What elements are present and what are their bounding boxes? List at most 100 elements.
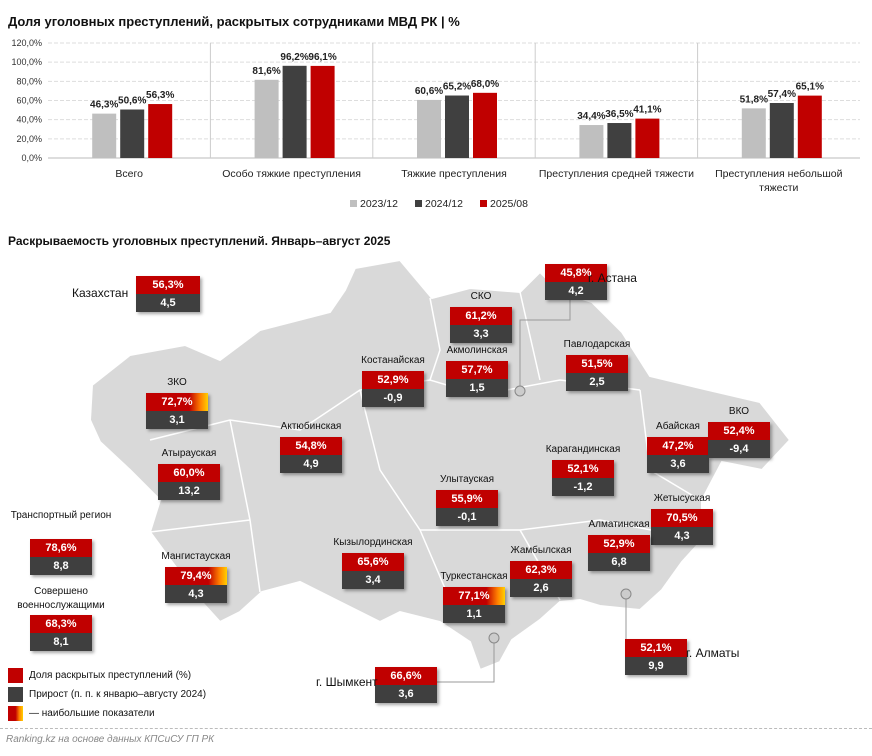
y-tick-label: 80,0%	[16, 76, 42, 86]
bar-value-label: 96,1%	[308, 52, 336, 63]
bar-2025/08	[148, 104, 173, 158]
region-box-almaty: 52,1% 9,9	[625, 639, 687, 675]
category-label: Всего	[115, 168, 143, 180]
legend-label: 2024/12	[425, 198, 463, 210]
bar-value-label: 50,6%	[118, 96, 146, 107]
region-box-zham: 62,3% 2,6	[510, 561, 572, 597]
category-label: Особо тяжкие преступления	[222, 168, 361, 180]
y-tick-label: 120,0%	[11, 38, 42, 48]
region-label-kyz: Кызылординская	[333, 537, 413, 548]
divider	[0, 728, 872, 729]
bar-2023/12	[92, 113, 117, 158]
share-value: 51,5%	[566, 355, 628, 373]
growth-value: 13,2	[158, 482, 220, 500]
region-box-kost: 52,9% -0,9	[362, 371, 424, 407]
share-value: 47,2%	[647, 437, 709, 455]
category-label: Преступления небольшой	[715, 168, 843, 180]
region-label-pav: Павлодарская	[563, 339, 631, 350]
region-box-sko: 61,2% 3,3	[450, 307, 512, 343]
growth-value: -9,4	[708, 440, 770, 458]
region-box-mil: 68,3% 8,1	[30, 615, 92, 651]
bar-value-label: 65,1%	[796, 82, 824, 93]
growth-value: 1,1	[443, 605, 505, 623]
growth-value: -0,1	[436, 508, 498, 526]
share-value: 52,4%	[708, 422, 770, 440]
region-label-astana: г. Астана	[588, 271, 637, 285]
region-box-vko: 52,4% -9,4	[708, 422, 770, 458]
share-value: 68,3%	[30, 615, 92, 633]
region-label-man: Мангистауская	[161, 551, 231, 562]
region-box-zhe: 70,5% 4,3	[651, 509, 713, 545]
growth-value: 4,3	[165, 585, 227, 603]
legend-swatch	[350, 200, 357, 207]
region-label-alm: Алматинская	[588, 519, 650, 530]
bar-value-label: 46,3%	[90, 100, 118, 111]
legend-swatch	[480, 200, 487, 207]
y-tick-label: 60,0%	[16, 96, 42, 106]
legend-share-label: Доля раскрытых преступлений (%)	[29, 670, 192, 681]
share-value: 52,9%	[362, 371, 424, 389]
legend-label: 2025/08	[490, 198, 528, 210]
bar-value-label: 57,4%	[768, 89, 796, 100]
category-label: Преступления средней тяжести	[539, 168, 694, 180]
region-label-shym: г. Шымкент	[316, 675, 378, 689]
bar-2025/08	[635, 118, 660, 158]
region-box-alm: 52,9% 6,8	[588, 535, 650, 571]
bar-chart: 0,0% 20,0% 40,0% 60,0% 80,0% 100,0% 120,0% 46,3…	[11, 38, 860, 210]
legend-growth: Прирост (п. п. к январю–августу 2024)	[8, 687, 206, 702]
bar-value-label: 65,2%	[443, 82, 471, 93]
growth-value: 3,4	[342, 571, 404, 589]
growth-value: 4,9	[280, 455, 342, 473]
bar-2023/12	[417, 99, 441, 158]
growth-value: -0,9	[362, 389, 424, 407]
region-box-pav: 51,5% 2,5	[566, 355, 628, 391]
share-value: 45,8%	[545, 264, 607, 282]
share-value: 65,6%	[342, 553, 404, 571]
region-box-akm: 57,7% 1,5	[446, 361, 508, 397]
astana-marker	[514, 385, 526, 397]
leader-lines	[437, 292, 627, 683]
bar-2024/12	[120, 109, 145, 158]
region-label-kost: Костанайская	[361, 355, 425, 366]
share-value: 60,0%	[158, 464, 220, 482]
bar-value-label: 81,6%	[252, 66, 280, 77]
region-box-shym: 66,6% 3,6	[375, 667, 437, 703]
region-label-kz: Казахстан	[72, 286, 129, 300]
category-label: тяжести	[759, 182, 798, 194]
y-tick-label: 20,0%	[16, 134, 42, 144]
bar-2024/12	[282, 65, 307, 158]
share-value: 79,4%	[165, 567, 227, 585]
region-label-akt: Актюбинская	[280, 421, 342, 432]
bar-2023/12	[741, 108, 766, 158]
region-box-akt: 54,8% 4,9	[280, 437, 342, 473]
growth-value: 8,1	[30, 633, 92, 651]
growth-value: 2,6	[510, 579, 572, 597]
source-note: Ranking.kz на основе данных КПСиСУ ГП РК	[6, 734, 215, 745]
share-value: 57,7%	[446, 361, 508, 379]
share-value: 52,9%	[588, 535, 650, 553]
bar-2024/12	[769, 102, 794, 158]
map-title: Раскрываемость уголовных преступлений. Я…	[8, 234, 391, 248]
bar-2025/08	[310, 65, 335, 158]
bar-value-label: 96,2%	[280, 52, 308, 63]
growth-value: 3,6	[375, 685, 437, 703]
region-label-kar: Карагандинская	[545, 444, 621, 455]
y-tick-label: 0,0%	[21, 153, 42, 163]
bar-value-label: 36,5%	[605, 109, 633, 120]
growth-value: 3,1	[146, 411, 208, 429]
share-value: 56,3%	[136, 276, 200, 294]
legend-growth-label: Прирост (п. п. к январю–августу 2024)	[29, 689, 207, 700]
share-value: 66,6%	[375, 667, 437, 685]
legend-swatch	[415, 200, 422, 207]
share-value: 72,7%	[146, 393, 208, 411]
growth-value: 9,9	[625, 657, 687, 675]
region-box-zko: 72,7% 3,1	[146, 393, 208, 429]
region-box-uly: 55,9% -0,1	[436, 490, 498, 526]
region-label-aba: Абайская	[656, 421, 700, 432]
growth-value: 1,5	[446, 379, 508, 397]
legend-label: 2023/12	[360, 198, 398, 210]
region-label-zham: Жамбылская	[510, 545, 572, 556]
region-box-aba: 47,2% 3,6	[647, 437, 709, 473]
almaty-marker	[620, 588, 632, 600]
bar-2025/08	[797, 95, 822, 158]
